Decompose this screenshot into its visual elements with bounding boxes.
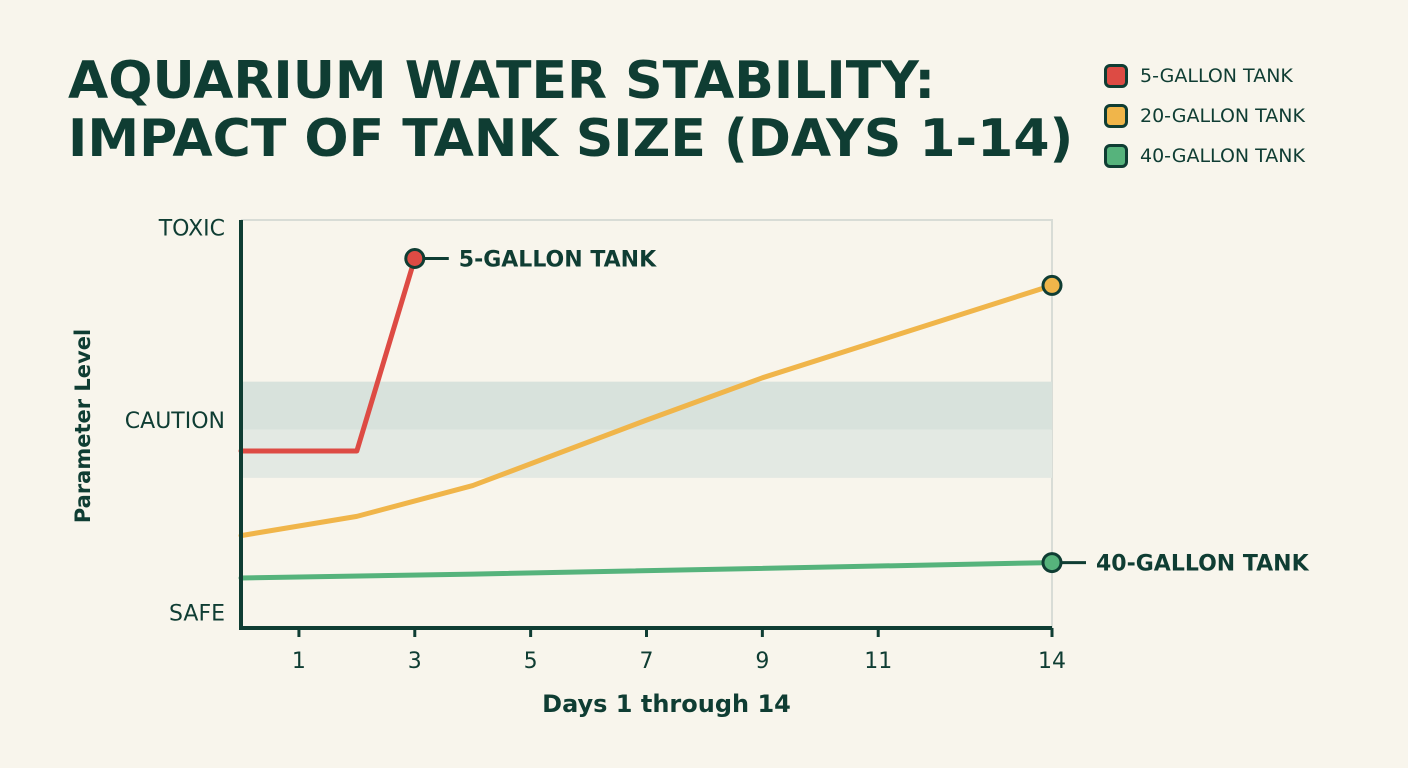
y-tick-label-2: TOXIC <box>158 217 225 242</box>
chart-title: AQUARIUM WATER STABILITY: IMPACT OF TANK… <box>68 52 1073 168</box>
series-end-marker-0 <box>404 247 426 269</box>
y-tick-label-1: CAUTION <box>125 409 225 434</box>
x-axis-title: Days 1 through 14 <box>542 690 791 718</box>
x-tick-label-0: 1 <box>292 649 306 674</box>
x-tick-label-6: 14 <box>1038 649 1066 674</box>
legend-item-5-gallon: 5-GALLON TANK <box>1104 56 1305 96</box>
legend-swatch-20-gallon <box>1104 104 1128 128</box>
x-tick-label-5: 11 <box>864 649 892 674</box>
caution-band-lower <box>241 429 1052 478</box>
series-end-marker-2 <box>1041 552 1063 574</box>
series-end-label-0: 5-GALLON TANK <box>459 247 657 272</box>
legend: 5-GALLON TANK 20-GALLON TANK 40-GALLON T… <box>1104 56 1305 176</box>
series-end-label-2: 40-GALLON TANK <box>1096 552 1310 577</box>
series-line-0 <box>238 255 418 454</box>
legend-swatch-40-gallon <box>1104 144 1128 168</box>
x-tick-label-4: 9 <box>755 649 769 674</box>
x-tick-label-2: 5 <box>524 649 538 674</box>
y-axis-title: Parameter Level <box>71 329 95 523</box>
plot-frame <box>241 219 1053 628</box>
title-line-2: IMPACT OF TANK SIZE (DAYS 1-14) <box>68 109 1074 169</box>
x-tick-label-1: 3 <box>408 649 422 674</box>
legend-label-20-gallon: 20-GALLON TANK <box>1140 105 1305 127</box>
series-line-1 <box>238 282 1055 539</box>
x-tick-label-3: 7 <box>640 649 654 674</box>
series-line-2 <box>238 560 1055 581</box>
series-end-marker-1 <box>1041 274 1063 296</box>
y-tick-label-0: SAFE <box>169 602 225 627</box>
title-line-1: AQUARIUM WATER STABILITY: <box>68 51 936 111</box>
legend-item-20-gallon: 20-GALLON TANK <box>1104 96 1305 136</box>
legend-item-40-gallon: 40-GALLON TANK <box>1104 136 1305 176</box>
legend-swatch-5-gallon <box>1104 64 1128 88</box>
legend-label-40-gallon: 40-GALLON TANK <box>1140 145 1305 167</box>
legend-label-5-gallon: 5-GALLON TANK <box>1140 65 1293 87</box>
